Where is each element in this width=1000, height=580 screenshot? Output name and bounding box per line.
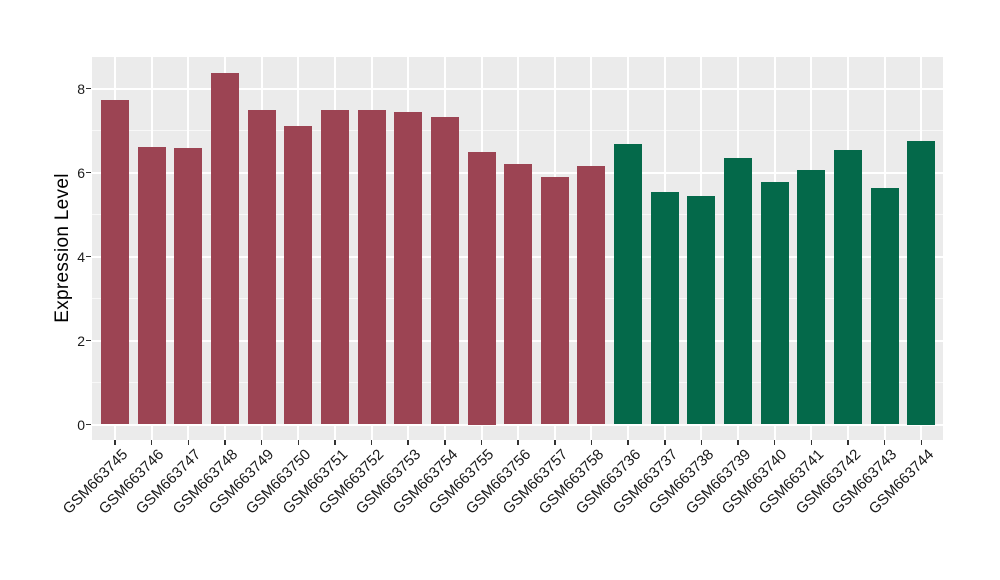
y-tick-label: 4 xyxy=(77,248,85,265)
plot-panel xyxy=(92,57,943,440)
x-tick-mark xyxy=(407,440,409,445)
x-tick-mark xyxy=(297,440,299,445)
bar xyxy=(467,151,496,425)
x-tick-mark xyxy=(480,440,483,445)
y-tick-label: 2 xyxy=(77,332,85,349)
y-tick-label: 0 xyxy=(77,416,85,433)
bar xyxy=(760,181,789,425)
bar xyxy=(320,109,349,425)
bar xyxy=(797,169,826,425)
bar xyxy=(650,192,679,425)
x-tick-mark xyxy=(737,440,739,445)
y-tick-mark xyxy=(86,339,91,342)
x-tick-mark xyxy=(517,440,519,445)
bar xyxy=(907,141,936,425)
bar xyxy=(577,165,606,425)
x-tick-mark xyxy=(554,440,556,445)
bar xyxy=(687,195,716,425)
x-tick-mark xyxy=(700,440,703,445)
bar xyxy=(724,158,753,425)
bar xyxy=(284,125,313,425)
bar xyxy=(394,112,423,425)
bar xyxy=(870,188,899,425)
x-tick-mark xyxy=(847,440,849,445)
x-tick-mark xyxy=(627,440,629,445)
y-tick-label: 6 xyxy=(77,164,85,181)
x-tick-mark xyxy=(810,440,813,445)
bar xyxy=(210,73,239,425)
bar xyxy=(540,176,569,425)
x-tick-mark xyxy=(664,440,666,445)
bar xyxy=(137,146,166,425)
y-tick-mark xyxy=(86,87,91,90)
bar xyxy=(101,100,129,425)
x-tick-mark xyxy=(444,440,446,445)
x-tick-mark xyxy=(114,440,116,445)
y-tick-mark xyxy=(86,171,91,174)
x-tick-mark xyxy=(187,440,190,445)
x-tick-mark xyxy=(920,440,923,445)
x-tick-mark xyxy=(773,440,776,445)
x-tick-mark xyxy=(883,440,886,445)
bar xyxy=(504,164,533,425)
y-tick-mark xyxy=(86,255,91,258)
x-tick-mark xyxy=(370,440,373,445)
bar xyxy=(430,117,459,425)
x-tick-mark xyxy=(150,440,153,445)
y-tick-label: 8 xyxy=(77,80,85,97)
x-tick-mark xyxy=(334,440,336,445)
bar xyxy=(247,109,276,425)
bar xyxy=(174,148,203,425)
bar xyxy=(357,109,386,425)
bar xyxy=(614,143,643,425)
x-tick-mark xyxy=(590,440,593,445)
y-tick-mark xyxy=(86,423,91,426)
x-tick-mark xyxy=(260,440,263,445)
bar xyxy=(834,149,862,425)
x-tick-mark xyxy=(224,440,226,445)
